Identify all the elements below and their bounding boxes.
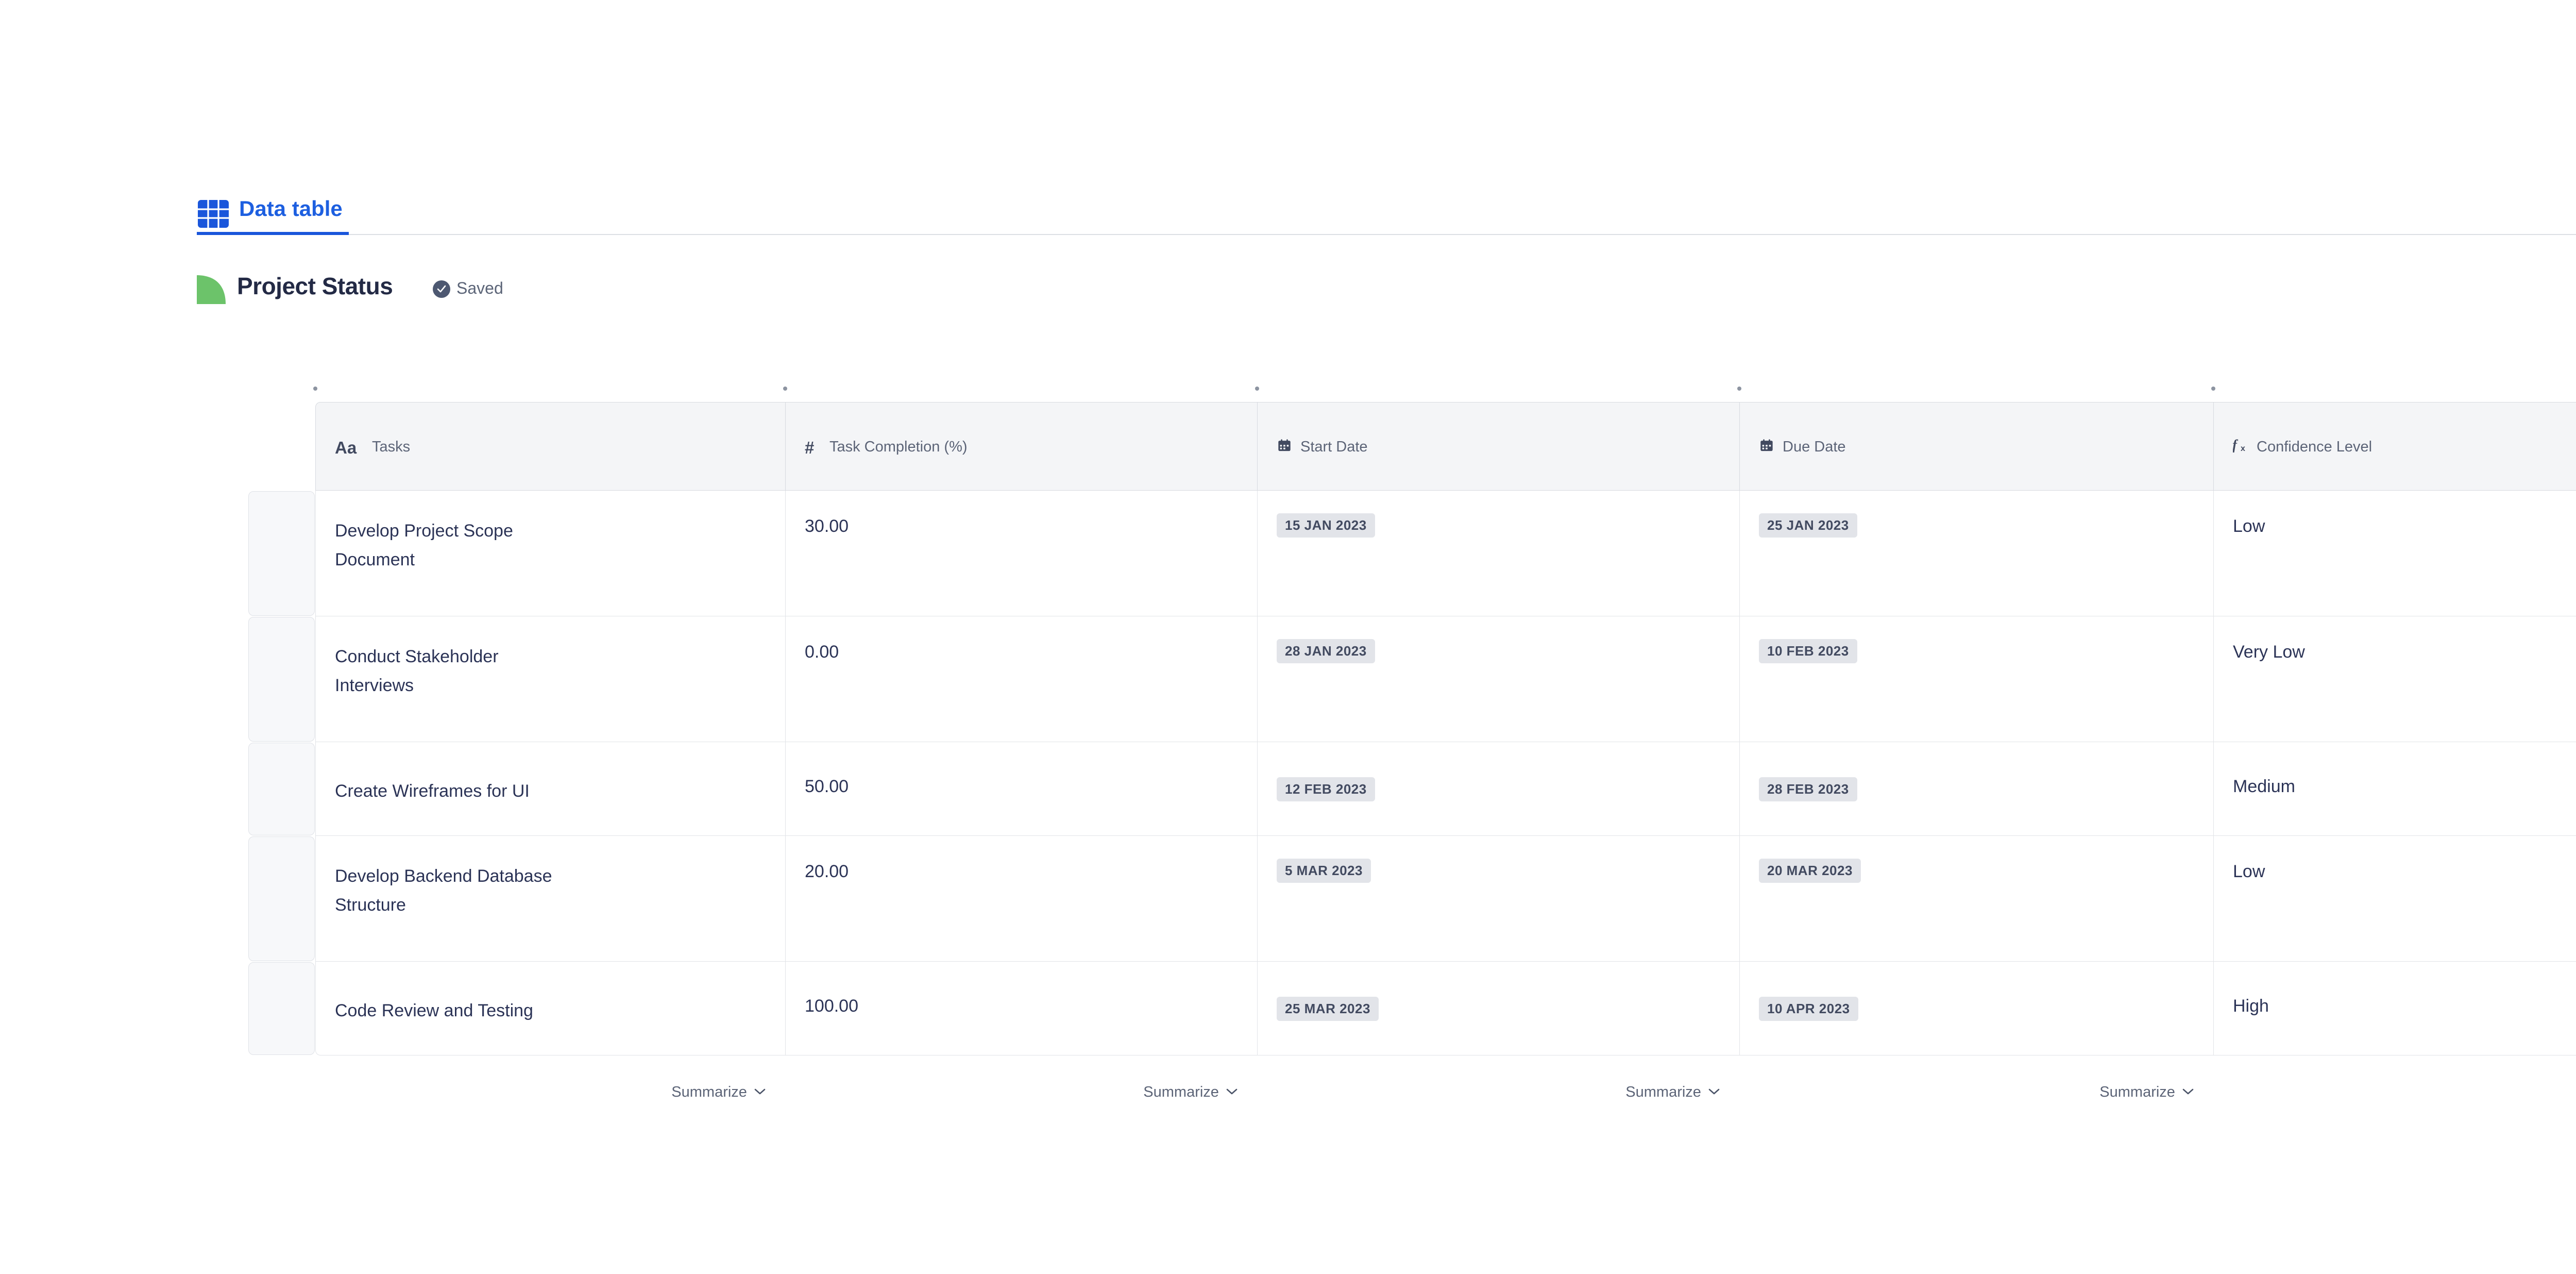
svg-text:f: f [2233,438,2239,452]
svg-text:x: x [2241,444,2245,452]
